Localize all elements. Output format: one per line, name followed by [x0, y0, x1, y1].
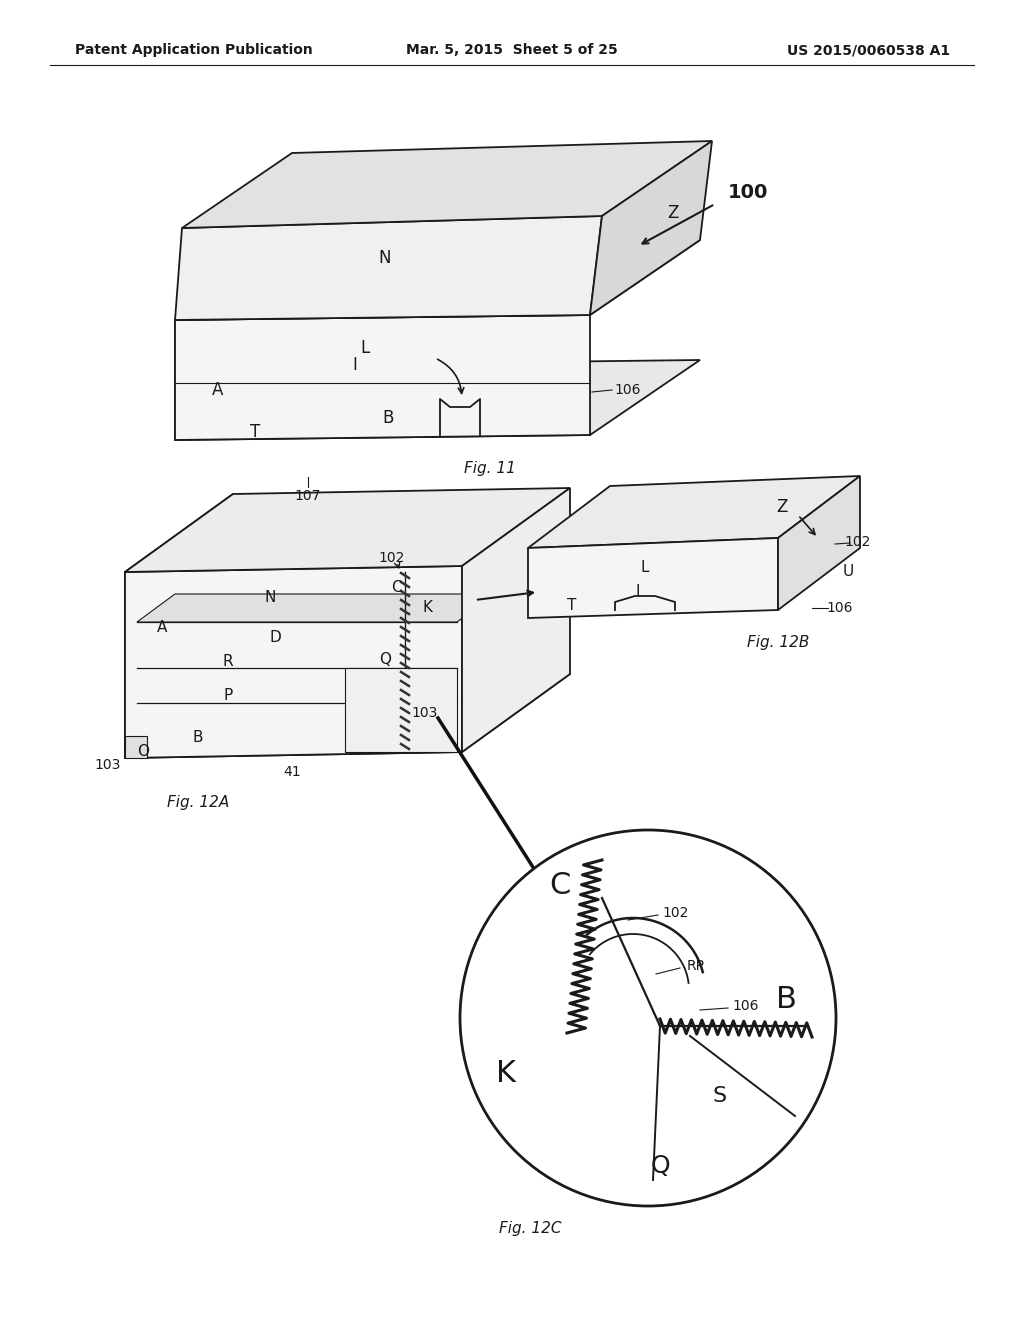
Text: L: L [360, 339, 370, 356]
Text: A: A [157, 620, 167, 635]
Text: O: O [137, 744, 150, 759]
Text: 107: 107 [295, 488, 322, 503]
Text: B: B [382, 409, 393, 426]
Polygon shape [528, 539, 778, 618]
Text: 41: 41 [284, 766, 301, 779]
Text: 100: 100 [728, 182, 768, 202]
Text: Z: Z [776, 498, 787, 516]
Text: K: K [423, 599, 433, 615]
Polygon shape [175, 315, 590, 440]
Polygon shape [125, 737, 147, 758]
Circle shape [460, 830, 836, 1206]
Text: 102: 102 [845, 535, 871, 549]
Text: C: C [549, 871, 570, 900]
Polygon shape [182, 141, 712, 228]
Text: Q: Q [379, 652, 391, 668]
Text: C: C [391, 581, 401, 595]
Text: 103: 103 [95, 758, 121, 772]
Polygon shape [345, 668, 457, 752]
Text: D: D [269, 631, 281, 645]
Polygon shape [778, 477, 860, 610]
Text: US 2015/0060538 A1: US 2015/0060538 A1 [786, 44, 950, 57]
Text: R: R [222, 655, 233, 669]
Polygon shape [462, 488, 570, 752]
Text: B: B [193, 730, 203, 746]
Polygon shape [137, 594, 495, 622]
Text: B: B [775, 986, 797, 1015]
Text: Fig. 12A: Fig. 12A [167, 795, 229, 809]
Text: 103: 103 [412, 706, 438, 719]
Text: 102: 102 [379, 550, 406, 565]
Polygon shape [590, 141, 712, 315]
Polygon shape [528, 477, 860, 548]
Polygon shape [125, 675, 570, 758]
Polygon shape [175, 246, 285, 440]
Text: A: A [212, 381, 223, 399]
Text: N: N [264, 590, 275, 606]
Text: Mar. 5, 2015  Sheet 5 of 25: Mar. 5, 2015 Sheet 5 of 25 [407, 44, 617, 57]
Polygon shape [175, 360, 700, 440]
Text: Fig. 12C: Fig. 12C [499, 1221, 561, 1236]
Text: S: S [713, 1086, 727, 1106]
Text: L: L [641, 561, 649, 576]
Text: I: I [636, 585, 640, 599]
Text: Q: Q [650, 1154, 670, 1177]
Text: I: I [352, 356, 357, 374]
Polygon shape [175, 216, 602, 319]
Text: 106: 106 [733, 999, 759, 1012]
Text: T: T [250, 422, 260, 441]
Text: N: N [379, 249, 391, 267]
Text: 106: 106 [614, 383, 641, 397]
Text: 102: 102 [663, 906, 689, 920]
Text: Z: Z [668, 205, 679, 222]
Text: P: P [223, 688, 232, 702]
Polygon shape [175, 240, 700, 319]
Polygon shape [125, 488, 570, 572]
Text: Fig. 12B: Fig. 12B [746, 635, 809, 649]
Text: U: U [843, 565, 854, 579]
Text: T: T [567, 598, 577, 612]
Text: K: K [496, 1059, 516, 1088]
Text: RP: RP [687, 960, 705, 973]
Text: Patent Application Publication: Patent Application Publication [75, 44, 312, 57]
Polygon shape [125, 494, 233, 758]
Polygon shape [125, 566, 462, 758]
Text: 106: 106 [826, 601, 853, 615]
Text: Fig. 11: Fig. 11 [464, 461, 516, 475]
